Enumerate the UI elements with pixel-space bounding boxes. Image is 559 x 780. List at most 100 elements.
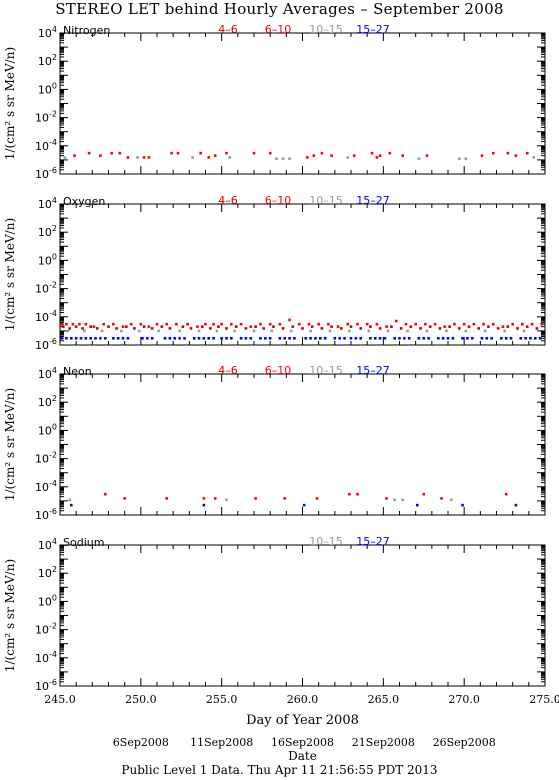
data-point [462, 322, 466, 326]
data-point [464, 329, 468, 333]
y-tick-label: 10-6 [35, 166, 57, 181]
data-point [401, 498, 405, 502]
data-point [458, 157, 461, 161]
x-tick-label: 245.0 [44, 693, 76, 706]
data-point [168, 336, 172, 340]
data-point [477, 327, 481, 330]
data-point [524, 336, 527, 340]
data-point [464, 157, 468, 161]
data-point [60, 322, 63, 326]
x-tick-label: 260.0 [287, 693, 319, 706]
data-point [506, 151, 510, 155]
data-point [249, 325, 253, 328]
data-point [487, 325, 490, 328]
data-point [399, 327, 403, 330]
data-point [68, 327, 71, 330]
data-point [500, 336, 503, 340]
data-point [349, 336, 353, 340]
data-point [202, 497, 206, 500]
data-point [317, 322, 320, 326]
data-point [293, 336, 296, 340]
data-point [99, 154, 102, 157]
data-point [168, 327, 172, 330]
y-tick-label: 100 [38, 252, 57, 267]
y-tick-label: 104 [38, 537, 57, 552]
data-point [141, 336, 144, 340]
y-tick-label: 10-4 [35, 479, 57, 494]
x-tick-label: 275.0 [529, 693, 559, 706]
data-point [521, 322, 524, 326]
data-point [239, 336, 243, 340]
data-point [314, 336, 317, 340]
data-point [514, 503, 518, 507]
data-point [323, 336, 327, 340]
data-point [254, 325, 257, 328]
data-point [490, 336, 493, 340]
data-point [388, 151, 392, 155]
y-tick-label: 10-6 [35, 337, 57, 352]
data-point [116, 336, 120, 340]
data-point [451, 336, 455, 340]
data-point [65, 336, 68, 340]
data-point [78, 322, 81, 326]
data-point [461, 336, 464, 340]
data-point [525, 325, 529, 328]
data-point [511, 322, 514, 326]
data-point [94, 336, 97, 340]
data-point [369, 336, 372, 340]
data-point [349, 325, 353, 328]
data-point [234, 325, 238, 328]
data-point [483, 329, 487, 333]
y-tick-label: 102 [38, 565, 57, 580]
data-point [60, 336, 63, 340]
data-point [338, 336, 341, 340]
data-point [191, 156, 194, 159]
data-point [375, 322, 379, 326]
data-point [213, 154, 217, 157]
data-point [202, 503, 206, 507]
x-axis-label: Day of Year 2008 [246, 713, 359, 728]
data-point [63, 156, 67, 159]
data-point [142, 325, 146, 328]
x-tick-label: 250.0 [125, 693, 157, 706]
data-point [147, 156, 151, 159]
data-point [137, 329, 141, 333]
data-point [220, 322, 223, 326]
data-point [209, 327, 212, 330]
data-point [385, 497, 388, 500]
data-point [275, 157, 278, 161]
chart-title: STEREO LET behind Hourly Averages – Sept… [55, 0, 504, 18]
y-tick-label: 102 [38, 224, 57, 239]
data-point [309, 329, 312, 333]
data-point [320, 327, 324, 330]
data-point [333, 336, 337, 340]
data-point [73, 154, 76, 157]
data-point [428, 325, 432, 328]
data-point [165, 322, 168, 326]
data-point [176, 151, 180, 155]
plot-frame [59, 32, 546, 175]
data-point [440, 497, 443, 500]
data-point [359, 336, 362, 340]
data-point [126, 336, 130, 340]
data-point [304, 336, 308, 340]
data-point [121, 336, 125, 340]
data-point [327, 322, 330, 326]
data-point [354, 336, 358, 340]
data-point [103, 492, 107, 496]
data-point [378, 154, 382, 157]
data-point [340, 327, 343, 330]
data-point [95, 327, 99, 330]
data-point [68, 498, 71, 502]
legend-entry: 15–27 [356, 535, 390, 548]
legend-entry: 6–10 [265, 23, 292, 36]
data-point [288, 157, 291, 161]
data-point [278, 336, 282, 340]
data-point [297, 322, 301, 326]
data-point [378, 336, 382, 340]
data-point [204, 322, 207, 326]
data-point [262, 327, 265, 330]
data-point [356, 492, 359, 496]
data-point [139, 322, 143, 326]
data-point [522, 329, 526, 333]
